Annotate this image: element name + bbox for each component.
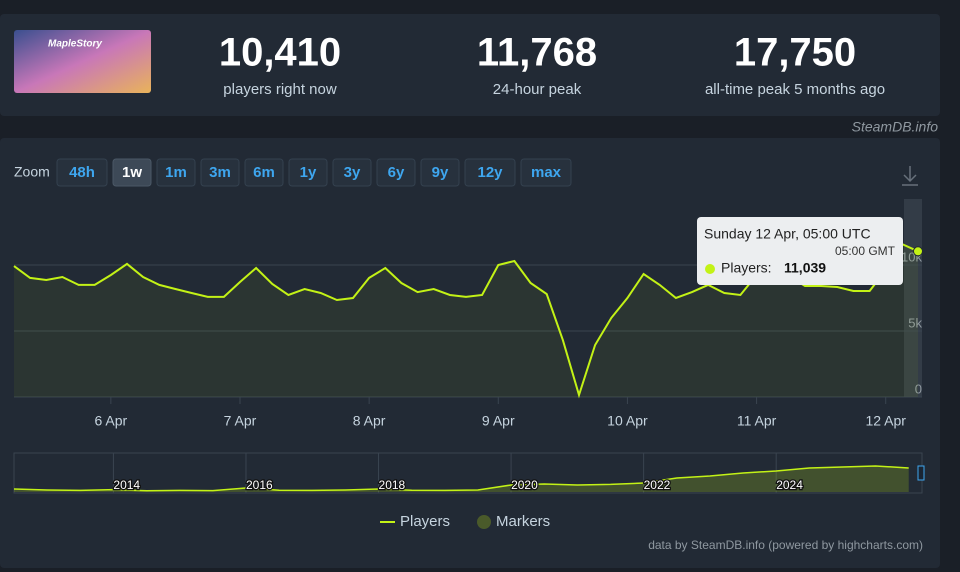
navigator-line xyxy=(13,465,909,492)
legend-label[interactable]: Markers xyxy=(496,513,550,530)
x-tick-label: 11 Apr xyxy=(737,413,777,429)
stat-label: all-time peak 5 months ago xyxy=(705,81,885,98)
navigator-handle[interactable] xyxy=(917,465,925,481)
logo-text: MapleStory xyxy=(48,39,102,50)
navigator-year-label: 2014 xyxy=(113,478,140,492)
stat-value: 11,768 xyxy=(477,31,597,75)
zoom-button[interactable] xyxy=(112,158,152,187)
watermark: SteamDB.info xyxy=(852,119,939,135)
stat-value: 17,750 xyxy=(734,31,856,75)
zoom-button-label[interactable]: 9y xyxy=(432,164,449,181)
zoom-button-label[interactable]: 3m xyxy=(209,164,231,181)
stat-value: 10,410 xyxy=(219,31,341,75)
stat-label: 24-hour peak xyxy=(493,81,582,98)
zoom-button-label[interactable]: 1y xyxy=(300,164,317,181)
navigator-year-label: 2020 xyxy=(511,478,538,492)
tooltip-value: 11,039 xyxy=(784,260,826,276)
tooltip-dot xyxy=(705,264,715,274)
x-tick-label: 12 Apr xyxy=(865,413,906,429)
zoom-button[interactable] xyxy=(332,158,372,187)
zoom-button-label[interactable]: 12y xyxy=(477,164,503,181)
navigator-year-label: 2016 xyxy=(246,478,273,492)
tooltip-label: Players: xyxy=(721,260,772,276)
x-tick-label: 9 Apr xyxy=(482,413,515,429)
y-tick-label: 5k xyxy=(908,315,922,330)
zoom-button[interactable] xyxy=(520,158,572,187)
legend-label[interactable]: Players xyxy=(400,513,450,530)
stat-label: players right now xyxy=(223,81,337,98)
zoom-button[interactable] xyxy=(288,158,328,187)
zoom-button-label[interactable]: 6y xyxy=(388,164,405,181)
zoom-button-label[interactable]: 1w xyxy=(122,164,142,181)
zoom-button[interactable] xyxy=(56,158,108,187)
tooltip-box xyxy=(697,217,903,285)
x-tick-label: 10 Apr xyxy=(607,413,648,429)
game-logo xyxy=(14,30,151,93)
x-tick-label: 7 Apr xyxy=(224,413,257,429)
y-tick-label: 0 xyxy=(915,381,922,396)
download-icon[interactable] xyxy=(902,166,918,186)
navigator-year-label: 2022 xyxy=(644,478,671,492)
zoom-button[interactable] xyxy=(464,158,516,187)
zoom-button-label[interactable]: 3y xyxy=(344,164,361,181)
zoom-button-label[interactable]: 48h xyxy=(69,164,95,181)
stats-panel xyxy=(0,14,940,116)
tooltip-subtitle: 05:00 GMT xyxy=(835,244,896,258)
zoom-button[interactable] xyxy=(376,158,416,187)
hover-point xyxy=(913,246,923,257)
navigator-year-label: 2018 xyxy=(379,478,406,492)
zoom-label: Zoom xyxy=(14,164,50,180)
zoom-button-label[interactable]: 1m xyxy=(165,164,187,181)
zoom-button[interactable] xyxy=(200,158,240,187)
zoom-button[interactable] xyxy=(420,158,460,187)
zoom-button[interactable] xyxy=(156,158,196,187)
credit: data by SteamDB.info (powered by highcha… xyxy=(648,538,923,552)
chart-root: 10,410 players right now 11,768 24-hour pea… xyxy=(13,31,925,552)
x-tick-label: 8 Apr xyxy=(353,413,386,429)
zoom-button[interactable] xyxy=(244,158,284,187)
x-tick-label: 6 Apr xyxy=(95,413,128,429)
zoom-button-label[interactable]: max xyxy=(531,164,562,181)
tooltip-title: Sunday 12 Apr, 05:00 UTC xyxy=(704,226,871,242)
navigator-area xyxy=(14,466,909,492)
legend-marker xyxy=(477,515,491,529)
navigator-year-label: 2024 xyxy=(776,478,803,492)
zoom-button-label[interactable]: 6m xyxy=(253,164,275,181)
